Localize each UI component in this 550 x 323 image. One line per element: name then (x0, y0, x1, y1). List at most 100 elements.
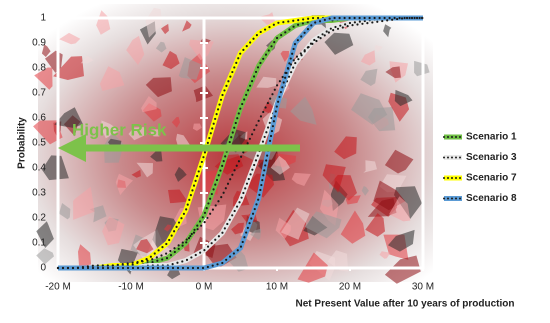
glass-piece (365, 213, 385, 237)
glass-piece (41, 44, 51, 57)
x-tick-label: -20 M (45, 282, 71, 293)
glass-piece (150, 148, 163, 162)
legend-label: Scenario 1 (466, 132, 517, 143)
glass-piece (136, 239, 154, 254)
glass-piece (256, 76, 277, 88)
glass-piece (178, 57, 202, 80)
glass-piece (189, 39, 214, 61)
y-tick-label: 0.3 (32, 188, 46, 199)
glass-piece (53, 56, 84, 80)
glass-piece (361, 186, 369, 196)
y-tick-label: 0.6 (32, 113, 46, 124)
glass-piece (73, 186, 95, 220)
glass-piece (345, 195, 361, 205)
glass-piece (155, 41, 167, 53)
glass-piece (291, 172, 311, 186)
glass-piece (379, 251, 391, 259)
series-dots (56, 16, 425, 270)
x-axis-title: Net Present Value after 10 years of prod… (296, 299, 515, 310)
y-axis-title: Probability (17, 117, 28, 169)
glass-piece (34, 67, 53, 90)
glass-piece (59, 203, 71, 220)
glass-piece (96, 10, 111, 35)
legend-label: Scenario 8 (466, 193, 517, 204)
glass-piece (161, 23, 169, 35)
glass-piece (324, 32, 354, 55)
x-tick-label: 20 M (339, 282, 361, 293)
y-tick-label: 0.4 (32, 163, 46, 174)
glass-piece (163, 224, 172, 232)
glass-piece (36, 221, 54, 248)
glass-piece (36, 248, 54, 265)
glass-piece (101, 120, 120, 139)
y-tick-label: 0.9 (32, 38, 46, 49)
glass-piece (385, 66, 401, 79)
glass-piece (171, 116, 180, 128)
glass-piece (136, 162, 153, 178)
glass-piece (384, 255, 421, 284)
glass-piece (162, 50, 180, 70)
glass-piece (152, 216, 180, 248)
glass-piece (131, 169, 141, 178)
glass-piece (115, 173, 133, 196)
glass-piece (250, 228, 262, 240)
glass-piece (117, 248, 138, 275)
glass-piece (228, 249, 249, 272)
glass-piece (319, 189, 339, 226)
legend-label: Scenario 3 (466, 152, 517, 163)
glass-piece (54, 107, 83, 128)
glass-piece (280, 50, 289, 62)
glass-piece (80, 55, 94, 64)
y-tick-label: 0.7 (32, 88, 46, 99)
x-tick-label: -10 M (118, 282, 144, 293)
glass-piece (59, 32, 81, 45)
glass-piece (351, 93, 388, 125)
glass-piece (334, 136, 357, 160)
glass-piece (360, 50, 376, 66)
glass-piece (128, 127, 147, 141)
glass-piece (168, 189, 188, 204)
x-tick-label: 0 M (196, 282, 213, 293)
y-tick-label: 0.5 (32, 138, 46, 149)
glass-piece (192, 123, 202, 131)
glass-piece (150, 129, 160, 137)
glass-piece (389, 196, 411, 222)
glass-piece (275, 217, 291, 239)
glass-piece (145, 7, 163, 38)
glass-piece (102, 216, 125, 246)
y-tick-label: 0.2 (32, 213, 46, 224)
y-tick-label: 1 (40, 13, 46, 24)
y-tick-label: 0.1 (32, 238, 46, 249)
legend-label: Scenario 7 (466, 173, 517, 184)
glass-piece (304, 211, 342, 239)
glass-piece (367, 198, 397, 217)
glass-piece (270, 155, 290, 175)
glass-piece (384, 149, 414, 174)
glass-piece (126, 35, 145, 65)
glass-piece (340, 210, 366, 244)
glass-piece (383, 24, 392, 38)
glass-piece (363, 160, 377, 173)
series-dots (56, 16, 425, 270)
y-tick-label: 0.8 (32, 63, 46, 74)
plot-area: 0 0.1 0.2 0.3 0.4 0.5 0.6 0.7 0.8 0.9 1 -20 M -10 M 0… (32, 13, 434, 293)
glass-piece (33, 120, 63, 145)
glass-piece (78, 244, 92, 267)
glass-piece (231, 222, 244, 235)
y-tick-label: 0 (40, 263, 46, 274)
annotation: Higher Risk (72, 120, 167, 139)
glass-piece (327, 250, 349, 272)
x-tick-label: 10 M (266, 282, 288, 293)
glass-piece (141, 96, 157, 113)
glass-piece (290, 96, 317, 125)
glass-piece (388, 229, 415, 252)
glass-piece (394, 186, 422, 219)
glass-piece (374, 44, 383, 53)
glass-piece (145, 77, 172, 98)
glass-piece (394, 89, 413, 107)
glass-piece (99, 66, 125, 91)
glass-piece (182, 20, 192, 32)
glass-piece (360, 68, 378, 86)
glass-piece (174, 166, 187, 182)
